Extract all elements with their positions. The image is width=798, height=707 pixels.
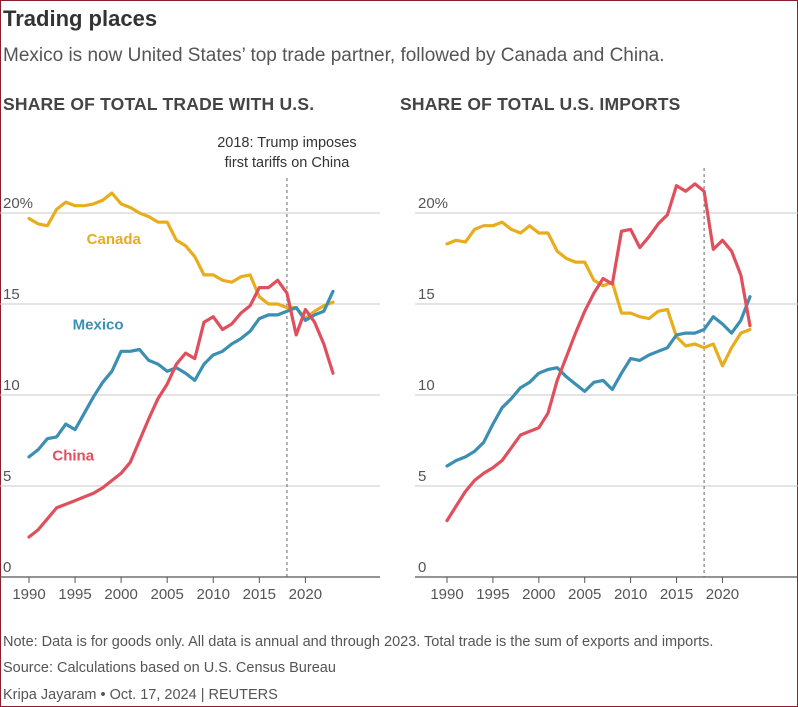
- x-tick-label: 2005: [568, 586, 601, 603]
- y-tick-label: 10: [3, 377, 20, 394]
- annotation-text: first tariffs on China: [225, 155, 351, 171]
- y-tick-label: 20%: [3, 195, 33, 212]
- x-tick-label: 1995: [476, 586, 509, 603]
- y-tick-label: 10: [418, 377, 435, 394]
- x-tick-label: 1990: [430, 586, 463, 603]
- x-tick-label: 1995: [58, 586, 91, 603]
- series-line-mexico: [445, 295, 752, 468]
- y-tick-label: 0: [418, 559, 426, 576]
- series-label-mexico: Mexico: [73, 316, 124, 333]
- x-tick-label: 2000: [104, 586, 137, 603]
- x-tick-label: 2010: [197, 586, 230, 603]
- credit-line: Kripa Jayaram • Oct. 17, 2024 | REUTERS: [3, 687, 278, 703]
- x-tick-label: 2015: [243, 586, 276, 603]
- x-tick-label: 2010: [614, 586, 647, 603]
- series-line-mexico: [27, 289, 335, 459]
- page-subtitle: Mexico is now United States’ top trade p…: [3, 45, 665, 66]
- annotation-text: 2018: Trump imposes: [217, 135, 356, 151]
- y-tick-label: 5: [418, 468, 426, 485]
- page-title: Trading places: [3, 6, 158, 31]
- x-tick-label: 2015: [660, 586, 693, 603]
- source-line: Source: Calculations based on U.S. Censu…: [3, 660, 336, 676]
- series-line-canada: [27, 191, 335, 321]
- x-tick-label: 2020: [706, 586, 739, 603]
- y-tick-label: 0: [3, 559, 11, 576]
- y-tick-label: 20%: [418, 195, 448, 212]
- footnote: Note: Data is for goods only. All data i…: [3, 634, 714, 650]
- y-tick-label: 15: [3, 286, 20, 303]
- y-tick-label: 5: [3, 468, 11, 485]
- series-label-china: China: [52, 448, 94, 465]
- series-line-china: [27, 278, 335, 539]
- x-tick-label: 2020: [289, 586, 322, 603]
- series-label-canada: Canada: [87, 231, 142, 248]
- left-panel-title: SHARE OF TOTAL TRADE WITH U.S.: [3, 94, 315, 114]
- x-tick-label: 2005: [150, 586, 183, 603]
- x-tick-label: 2000: [522, 586, 555, 603]
- right-panel-title: SHARE OF TOTAL U.S. IMPORTS: [400, 94, 681, 114]
- x-tick-label: 1990: [12, 586, 45, 603]
- y-tick-label: 15: [418, 286, 435, 303]
- series-line-china: [445, 182, 752, 523]
